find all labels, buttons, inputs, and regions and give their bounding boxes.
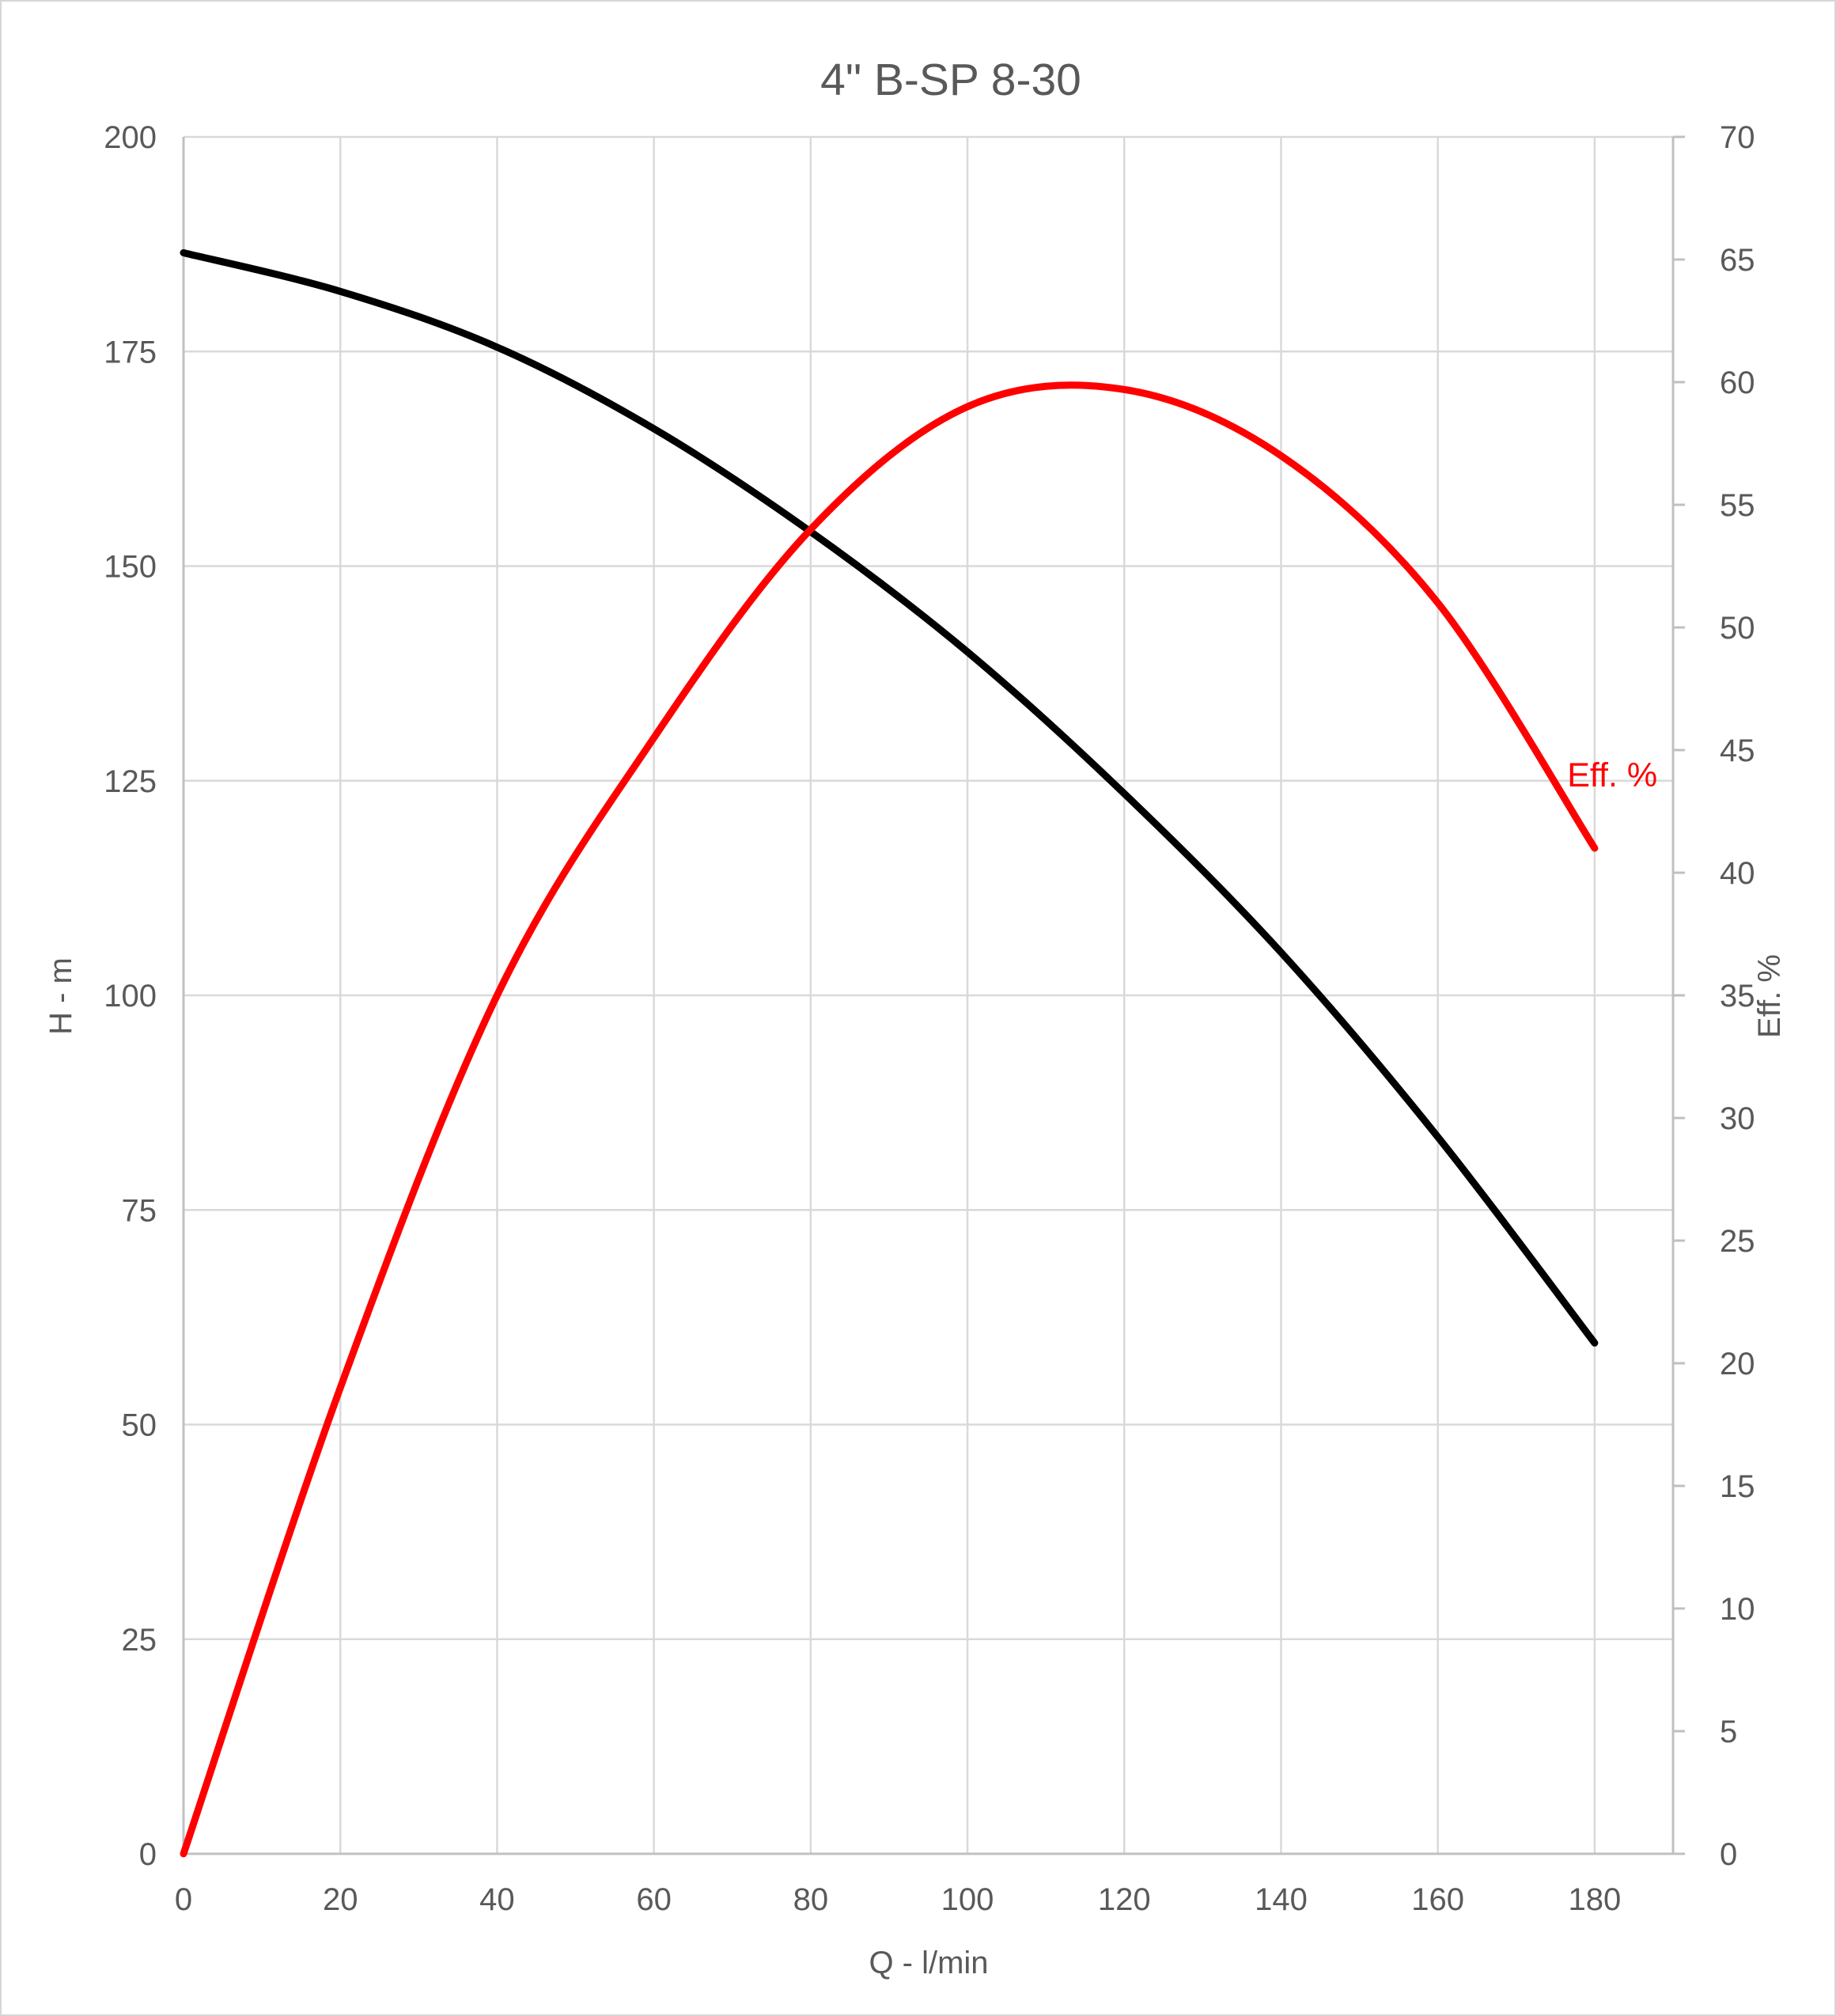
right-axis-title: Eff. % — [1752, 954, 1787, 1038]
left-axis-tick-label: 50 — [122, 1408, 157, 1443]
right-axis-tick-label: 15 — [1720, 1469, 1755, 1504]
right-axis-tick-label: 0 — [1720, 1837, 1737, 1872]
right-axis-tick-label: 5 — [1720, 1715, 1737, 1749]
chart-title: 4" B-SP 8-30 — [820, 55, 1081, 105]
right-axis-tick-label: 20 — [1720, 1347, 1755, 1381]
x-axis-tick-label: 140 — [1255, 1882, 1308, 1917]
series-curves — [180, 248, 1599, 1858]
x-axis-tick-label: 80 — [793, 1882, 829, 1917]
left-axis-tick-label: 175 — [104, 335, 157, 369]
left-axis-tick-label: 0 — [139, 1837, 157, 1872]
x-axis-tick-label: 120 — [1098, 1882, 1151, 1917]
right-axis-tick-label: 45 — [1720, 733, 1755, 768]
right-axis-tick-label: 55 — [1720, 488, 1755, 523]
right-axis-tick-label: 60 — [1720, 366, 1755, 400]
tick-labels: 0 5 10 15 20 25 30 35 40 45 50 55 60 65 70 0 25 50 75 100 12… — [104, 120, 1755, 1917]
right-axis-tick-label: 65 — [1720, 243, 1755, 278]
left-axis-tick-label: 75 — [122, 1193, 157, 1228]
right-axis-tick-marks — [1673, 135, 1685, 1855]
left-axis-tick-label: 200 — [104, 120, 157, 155]
right-axis-tick-label: 25 — [1720, 1224, 1755, 1259]
head-curve — [180, 248, 1599, 1347]
efficiency-series-label: Eff. % — [1567, 756, 1657, 794]
x-axis-title: Q - l/min — [869, 1946, 988, 1980]
left-axis-tick-label: 150 — [104, 550, 157, 585]
right-axis-tick-label: 10 — [1720, 1592, 1755, 1627]
left-axis-tick-label: 125 — [104, 764, 157, 799]
x-axis-tick-label: 100 — [941, 1882, 994, 1917]
right-axis-tick-label: 50 — [1720, 611, 1755, 646]
left-axis-tick-label: 100 — [104, 979, 157, 1014]
x-axis-tick-label: 160 — [1411, 1882, 1464, 1917]
right-axis-tick-label: 35 — [1720, 979, 1755, 1014]
x-axis-tick-label: 0 — [175, 1882, 192, 1917]
right-axis-tick-label: 40 — [1720, 856, 1755, 891]
x-axis-tick-label: 20 — [323, 1882, 358, 1917]
right-axis-tick-label: 70 — [1720, 120, 1755, 155]
x-axis-tick-label: 180 — [1569, 1882, 1622, 1917]
x-axis-tick-label: 60 — [636, 1882, 672, 1917]
x-axis-tick-label: 40 — [479, 1882, 515, 1917]
efficiency-curve — [180, 381, 1599, 1858]
right-axis-tick-label: 30 — [1720, 1101, 1755, 1136]
left-axis-tick-label: 25 — [122, 1623, 157, 1658]
gridlines — [182, 135, 1673, 1854]
left-axis-title: H - m — [44, 957, 78, 1035]
